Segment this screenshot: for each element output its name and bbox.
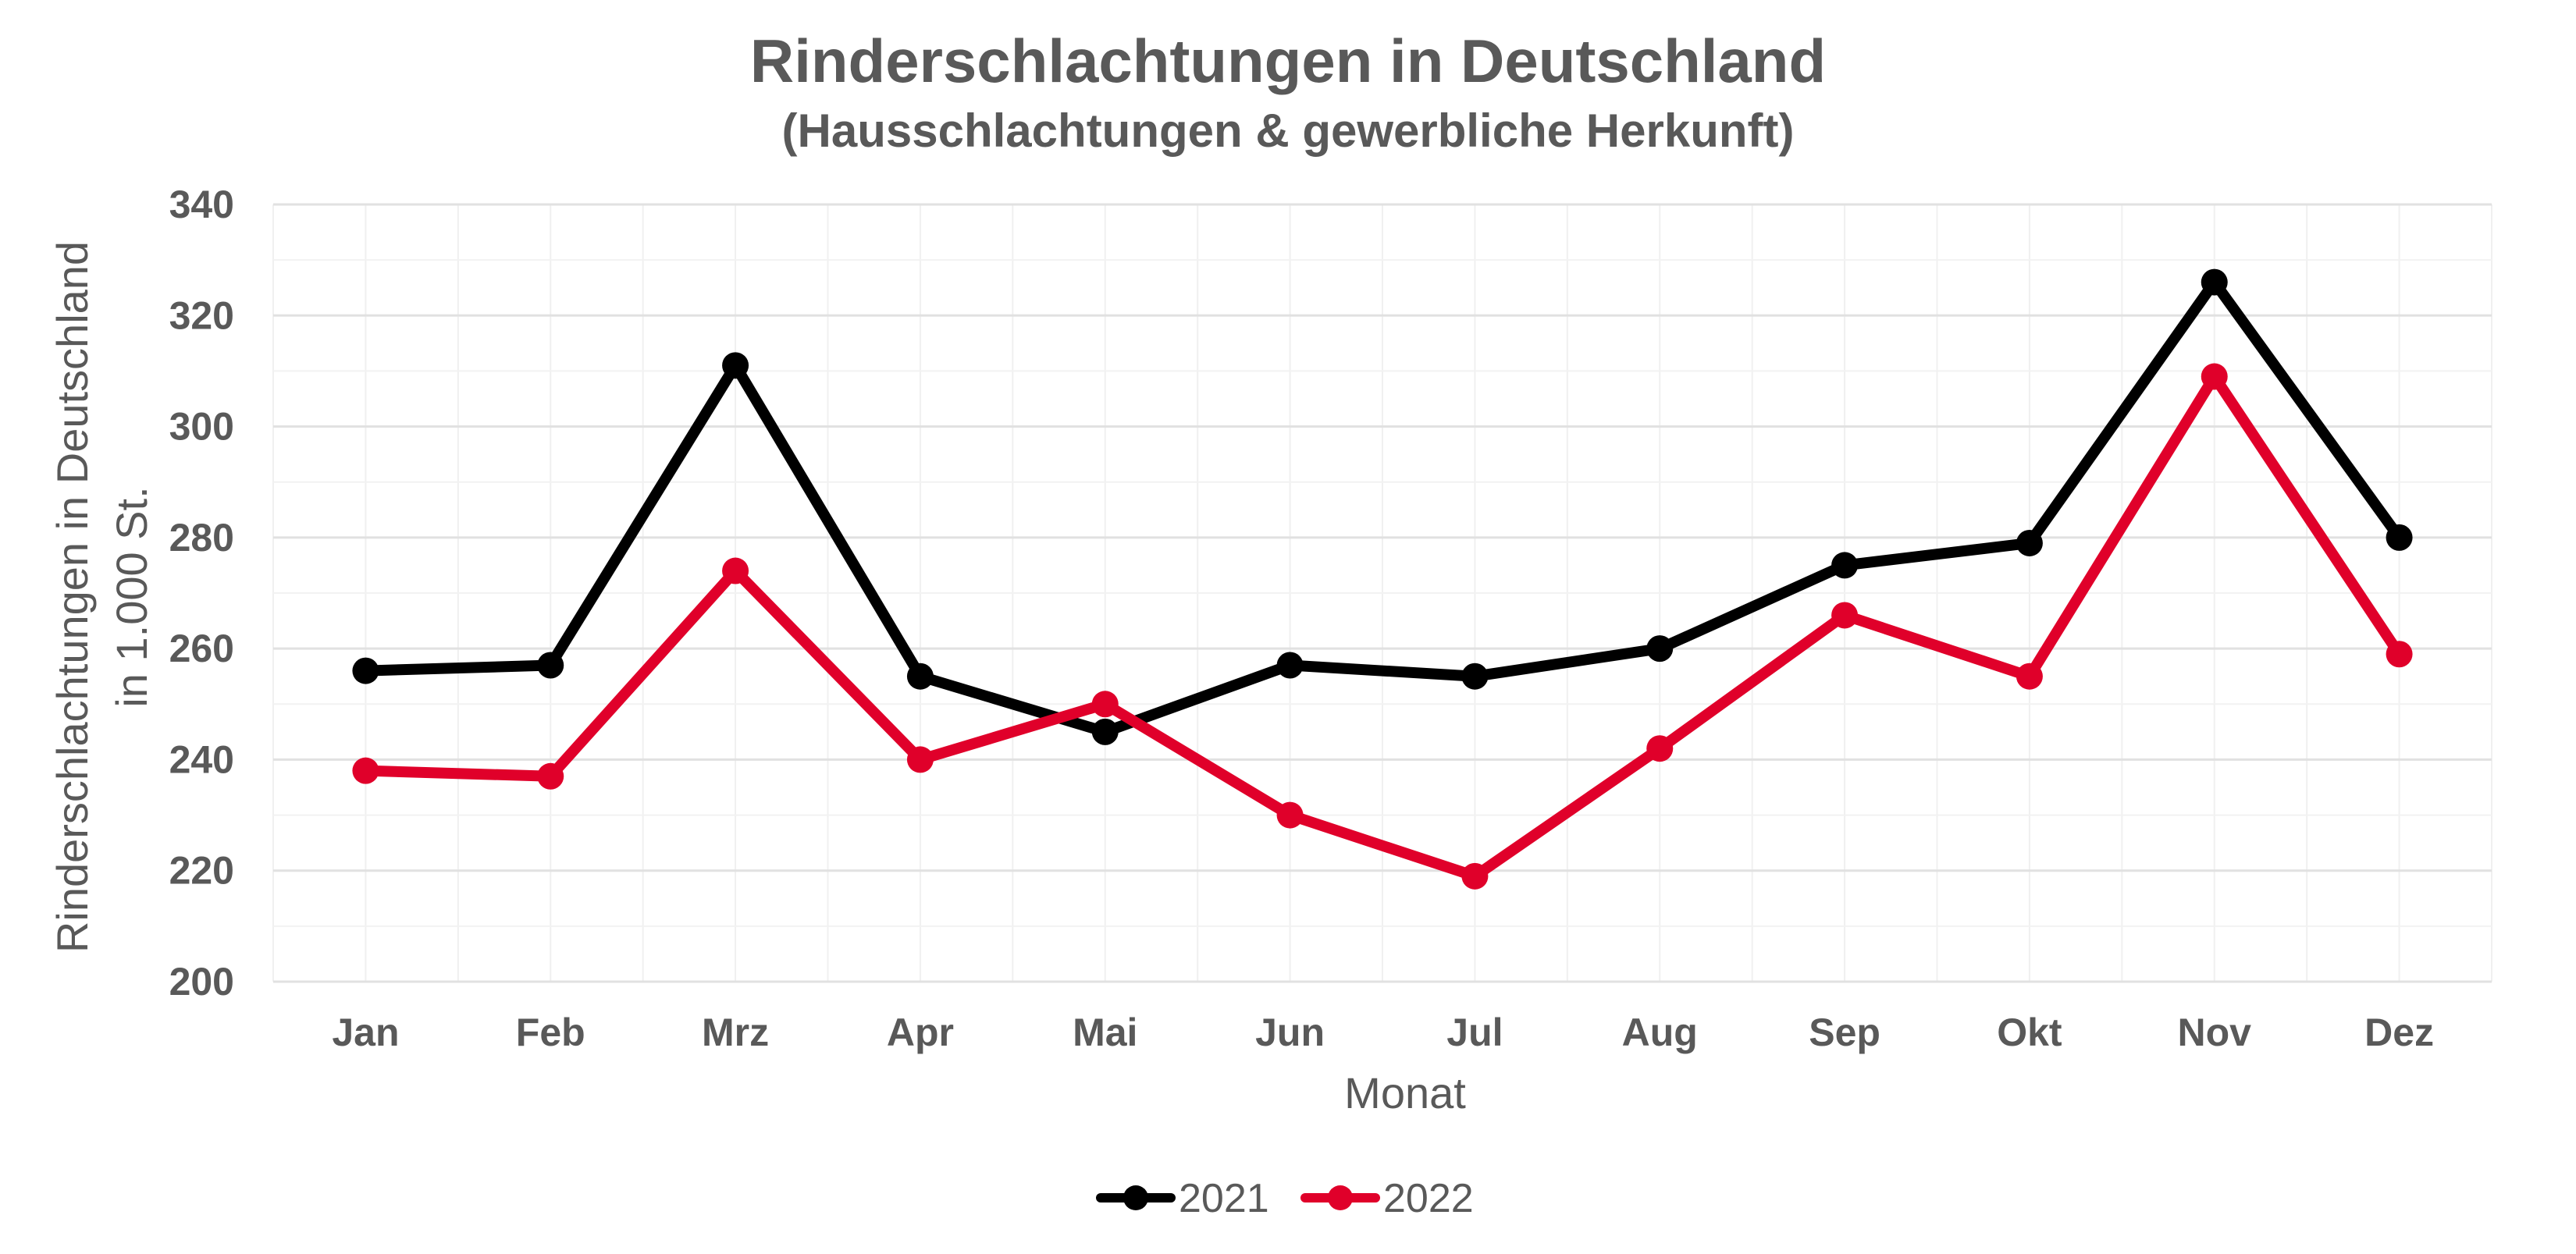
data-point-2022 xyxy=(722,557,749,584)
x-tick-label: Nov xyxy=(2178,1011,2252,1054)
x-tick-label: Feb xyxy=(516,1011,585,1054)
x-tick-label: Apr xyxy=(887,1011,954,1054)
x-axis-label: Monat xyxy=(1344,1068,1466,1117)
data-point-2022 xyxy=(2201,363,2228,390)
y-tick-label: 320 xyxy=(169,293,234,337)
legend-item-2021: 2021 xyxy=(1096,1176,1269,1221)
data-point-2022 xyxy=(352,757,379,784)
legend-label: 2021 xyxy=(1179,1176,1269,1221)
x-tick-label: Dez xyxy=(2364,1011,2434,1054)
y-tick-label: 340 xyxy=(169,183,234,226)
x-tick-label: Sep xyxy=(1809,1011,1880,1054)
data-point-2021 xyxy=(1461,663,1489,690)
x-tick-label: Mai xyxy=(1073,1011,1137,1054)
data-point-2022 xyxy=(537,762,564,790)
y-axis-label: Rinderschlachtungen in Deutschland in 1.… xyxy=(48,241,156,953)
data-point-2021 xyxy=(906,663,934,690)
y-axis-ticks: 200 220 240 260 280 300 320 340 xyxy=(169,183,234,1004)
legend: 2021 2022 xyxy=(1096,1176,1474,1221)
y-tick-label: 260 xyxy=(169,627,234,670)
data-point-2021 xyxy=(1831,552,1859,579)
y-axis-label-line-1: Rinderschlachtungen in Deutschland xyxy=(48,241,97,953)
series-group xyxy=(352,268,2413,890)
y-tick-label: 240 xyxy=(169,737,234,781)
series-2022 xyxy=(352,363,2413,890)
data-point-2021 xyxy=(2016,529,2043,556)
grid xyxy=(272,203,2492,983)
data-point-2022 xyxy=(906,746,934,773)
data-point-2022 xyxy=(1276,801,1304,829)
data-point-2021 xyxy=(1091,718,1119,745)
legend-marker xyxy=(1123,1185,1148,1210)
legend-item-2022: 2022 xyxy=(1300,1176,1474,1221)
data-point-2022 xyxy=(1461,862,1489,890)
y-tick-label: 220 xyxy=(169,849,234,893)
legend-marker xyxy=(1328,1185,1353,1210)
y-tick-label: 300 xyxy=(169,405,234,449)
series-line-2022 xyxy=(360,371,2405,882)
x-tick-label: Mrz xyxy=(702,1011,769,1054)
chart-subtitle: (Hausschlachtungen & gewerbliche Herkunf… xyxy=(782,105,1795,157)
data-point-2021 xyxy=(1646,635,1674,663)
data-point-2022 xyxy=(1646,735,1674,762)
data-point-2021 xyxy=(2201,268,2228,296)
data-point-2021 xyxy=(1276,652,1304,679)
y-tick-label: 280 xyxy=(169,516,234,560)
legend-label: 2022 xyxy=(1383,1176,1474,1221)
data-point-2022 xyxy=(2016,663,2043,690)
x-axis-ticks: Jan Feb Mrz Apr Mai Jun Jul Aug Sep Okt Nov Dez xyxy=(332,1011,2434,1054)
x-tick-label: Okt xyxy=(1997,1011,2062,1054)
x-tick-label: Aug xyxy=(1622,1011,1698,1054)
y-axis-label-line-2: in 1.000 St. xyxy=(107,486,156,707)
series-line-2021 xyxy=(360,276,2405,737)
data-point-2021 xyxy=(2386,524,2413,551)
data-point-2021 xyxy=(352,657,379,684)
chart-title: Rinderschlachtungen in Deutschland xyxy=(750,27,1826,95)
x-tick-label: Jan xyxy=(332,1011,399,1054)
y-tick-label: 200 xyxy=(169,960,234,1004)
x-tick-label: Jul xyxy=(1446,1011,1503,1054)
data-point-2022 xyxy=(1091,691,1119,718)
data-point-2021 xyxy=(722,352,749,379)
x-tick-label: Jun xyxy=(1255,1011,1325,1054)
series-2021 xyxy=(352,268,2413,745)
data-point-2022 xyxy=(2386,641,2413,668)
data-point-2021 xyxy=(537,652,564,679)
data-point-2022 xyxy=(1831,602,1859,629)
